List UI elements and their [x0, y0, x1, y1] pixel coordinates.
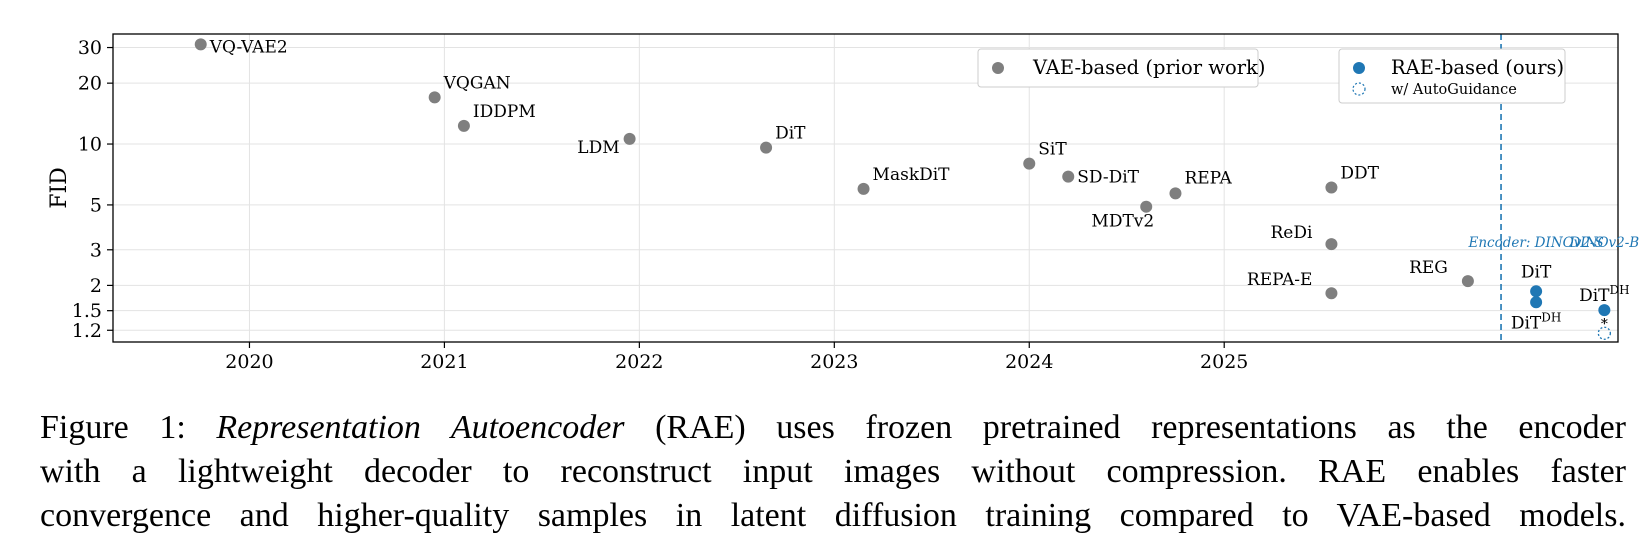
y-axis-label: FID — [47, 167, 72, 209]
vae-label-sd-dit: SD-DiT — [1077, 168, 1139, 188]
x-axis-ticks: 2020 2021 2022 2023 2024 2025 — [225, 342, 1248, 373]
x-tick-label-2021: 2021 — [420, 351, 468, 373]
x-tick-label-2023: 2023 — [810, 351, 858, 373]
y-tick-label-2: 2 — [90, 275, 102, 297]
legends: VAE-based (prior work) RAE-based (ours) w/… — [977, 48, 1566, 104]
caption-line-3: convergence and higher-quality samples i… — [40, 497, 1626, 534]
vae-point-sit — [1023, 157, 1036, 170]
caption-line-2: with a lightweight decoder to reconstruc… — [40, 453, 1626, 490]
y-tick-label-20: 20 — [78, 73, 102, 95]
legend-autoguidance-marker — [1352, 82, 1366, 96]
legend-vae-marker — [992, 62, 1004, 74]
vae-label-redi: ReDi — [1270, 223, 1312, 243]
vae-point-iddpm — [457, 119, 470, 132]
vae-label-mdtv2: MDTv2 — [1091, 212, 1154, 232]
vae-label-maskdit: MaskDiT — [873, 165, 951, 185]
vae-point-maskdit — [857, 182, 870, 195]
rae-label-2-text: DiT — [1511, 313, 1542, 333]
x-tick-label-2020: 2020 — [225, 351, 273, 373]
x-tick-label-2025: 2025 — [1200, 351, 1248, 373]
rae-label-3-superscript: DH — [1610, 283, 1630, 297]
caption-figure-number: Figure 1: — [40, 409, 217, 446]
vae-point-sd-dit — [1062, 170, 1075, 183]
vae-point-mdtv2 — [1140, 200, 1153, 213]
rae-label-2-superscript: DH — [1541, 310, 1561, 324]
rae-label-1-text: DiT — [1521, 262, 1552, 282]
vae-label-dit: DiT — [775, 124, 806, 144]
grid-lines — [113, 34, 1618, 342]
legend-rae-box — [1338, 48, 1566, 104]
vae-point-vqgan — [428, 91, 441, 104]
autoguidance-star: * — [1601, 317, 1608, 333]
caption-line-1-rest: (RAE) uses frozen pretrained representat… — [624, 409, 1626, 446]
caption-italic-term: Representation Autoencoder — [216, 409, 625, 446]
rae-label-3: DiTDH — [1579, 283, 1630, 306]
legend-vae-label: VAE-based (prior work) — [1032, 56, 1265, 79]
vae-label-iddpm: IDDPM — [473, 102, 536, 122]
legend-vae-box — [977, 48, 1259, 88]
vae-point-vq-vae2 — [194, 38, 207, 51]
group-label-encoder-dinov2-s: Encoder: DINOv2-S — [1468, 235, 1604, 251]
legend-rae-label: RAE-based (ours) — [1391, 56, 1564, 79]
vae-label-vq-vae2: VQ-VAE2 — [209, 37, 288, 57]
fid-timeline-chart: 1.21.5 2 3 5 10 20 30 2020 2021 2022 2023 2024 2025… — [47, 33, 1640, 373]
vae-point-redi — [1325, 238, 1338, 251]
rae-label-1: DiT — [1521, 262, 1552, 282]
vae-point-ldm — [623, 132, 636, 145]
legend-autoguidance-label: w/ AutoGuidance — [1391, 82, 1517, 98]
data-points: VQ-VAE2 VQGAN IDDPM LDM DiT MaskDiT SiT SD-DiT M… — [194, 37, 1630, 340]
legend-rae-marker — [1353, 62, 1365, 74]
y-tick-label-1-2: 1.2 — [72, 320, 102, 342]
y-tick-label-1-5: 1.5 — [72, 300, 102, 322]
group-label-dinov2-b: DINOv2-B — [1568, 235, 1639, 251]
vae-point-repa-e — [1325, 287, 1338, 300]
caption-line-1: Figure 1: Representation Autoencoder (RA… — [40, 406, 1626, 450]
y-tick-label-10: 10 — [78, 134, 102, 156]
vae-point-ddt — [1325, 181, 1338, 194]
rae-point-3 — [1598, 304, 1611, 317]
vae-point-dit — [760, 141, 773, 154]
rae-point-2 — [1530, 296, 1543, 309]
rae-point-1 — [1530, 285, 1543, 298]
rae-label-2: DiTDH — [1511, 310, 1562, 333]
plot-frame — [112, 33, 1619, 343]
vae-label-repa: REPA — [1184, 168, 1232, 188]
vae-label-sit: SiT — [1038, 140, 1067, 160]
vae-point-reg — [1461, 275, 1474, 288]
vae-label-ddt: DDT — [1340, 163, 1379, 183]
vae-label-reg: REG — [1409, 258, 1448, 278]
vae-point-repa — [1169, 187, 1182, 200]
rae-label-3-text: DiT — [1579, 286, 1610, 306]
autoguidance-point — [1597, 326, 1612, 340]
annotations: * — [1601, 317, 1608, 333]
vae-label-vqgan: VQGAN — [443, 73, 511, 93]
y-axis-ticks: 1.21.5 2 3 5 10 20 30 — [72, 37, 113, 342]
y-tick-label-5: 5 — [90, 194, 102, 216]
vae-label-repa-e: REPA-E — [1247, 270, 1313, 290]
x-tick-label-2022: 2022 — [615, 351, 663, 373]
y-tick-label-3: 3 — [90, 239, 102, 261]
y-tick-label-30: 30 — [78, 37, 102, 59]
vae-label-ldm: LDM — [577, 138, 619, 158]
x-tick-label-2024: 2024 — [1005, 351, 1053, 373]
figure-caption: Figure 1: Representation Autoencoder (RA… — [40, 406, 1626, 538]
